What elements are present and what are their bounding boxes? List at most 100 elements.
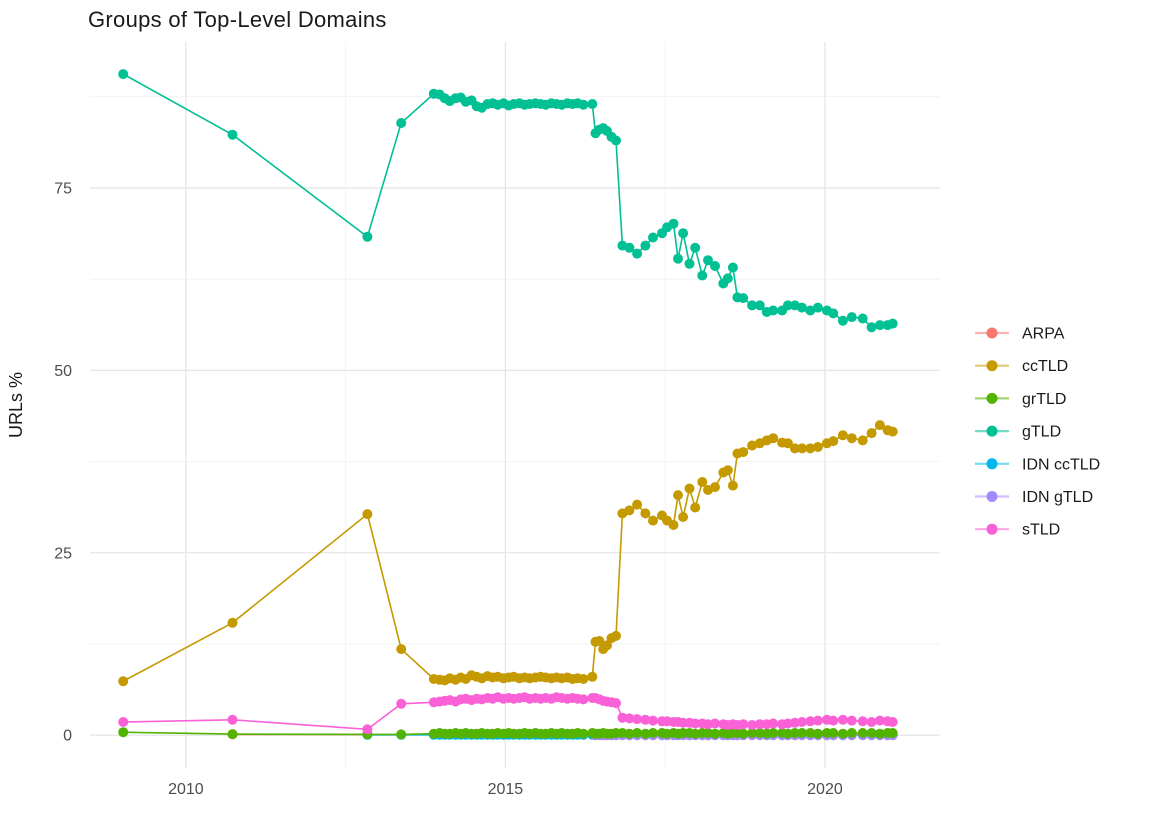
data-point-gtld (747, 300, 758, 311)
legend-item-idn-cctld: IDN ccTLD (975, 456, 1100, 473)
data-point-cctld (874, 420, 885, 431)
data-point-stld (362, 724, 373, 735)
data-point-cctld (668, 520, 679, 530)
x-tick-label: 2010 (168, 781, 204, 798)
data-point-grtld (866, 728, 877, 738)
data-point-gtld (866, 322, 877, 333)
data-point-gtld (396, 118, 407, 128)
data-point-cctld (678, 512, 689, 522)
data-point-gtld (768, 305, 779, 316)
data-point-grtld (797, 728, 807, 738)
legend-dot-swatch (986, 392, 998, 404)
data-point-stld (578, 694, 589, 705)
y-tick-label: 75 (54, 180, 72, 197)
data-point-gtld (362, 231, 373, 242)
y-tick-label: 50 (54, 363, 72, 380)
data-point-gtld (828, 308, 839, 319)
series-cctld (118, 420, 898, 687)
legend-dot-swatch (986, 327, 998, 339)
data-point-stld (632, 714, 643, 725)
data-point-stld (846, 715, 857, 726)
data-point-gtld (887, 318, 898, 329)
data-point-cctld (789, 443, 800, 454)
data-point-stld (754, 719, 765, 730)
data-point-stld (866, 717, 877, 727)
data-point-cctld (118, 676, 129, 687)
data-point-cctld (602, 640, 612, 651)
legend-item-stld: sTLD (975, 522, 1060, 539)
data-point-gtld (727, 262, 738, 273)
data-point-stld (828, 715, 839, 726)
data-point-grtld (227, 729, 238, 740)
data-point-gtld (782, 300, 793, 311)
series-gtld (118, 69, 898, 333)
legend-item-arpa: ARPA (975, 326, 1065, 343)
data-point-grtld (640, 728, 651, 739)
data-point-stld (837, 714, 848, 725)
y-tick-label: 25 (54, 545, 72, 562)
legend-dot-swatch (986, 360, 998, 372)
data-point-grtld (710, 728, 720, 739)
data-point-cctld (812, 442, 823, 452)
data-point-stld (768, 718, 779, 729)
data-point-stld (857, 716, 868, 727)
data-point-stld (887, 717, 898, 727)
data-point-grtld (648, 728, 658, 738)
data-point-grtld (874, 728, 885, 739)
data-point-gtld (837, 315, 848, 326)
data-point-cctld (697, 477, 708, 487)
data-point-gtld (812, 302, 823, 313)
data-point-stld (640, 714, 651, 725)
data-point-cctld (227, 617, 238, 628)
data-point-grtld (837, 728, 848, 739)
data-point-grtld (396, 729, 407, 740)
series-stld (118, 692, 898, 735)
data-point-stld (648, 715, 658, 726)
legend-label: ccTLD (1022, 358, 1068, 375)
axis-layer: 0 25 50 75 2010 2015 2020 (54, 180, 843, 798)
series-layer (118, 69, 898, 741)
data-point-grtld (738, 728, 749, 739)
legend-item-gtld: gTLD (975, 424, 1061, 441)
data-point-stld (805, 716, 816, 727)
data-point-cctld (648, 515, 658, 526)
data-point-grtld (812, 728, 823, 739)
data-point-cctld (362, 509, 373, 520)
data-point-gtld (684, 258, 695, 269)
data-point-gtld (738, 293, 749, 304)
data-point-cctld (805, 443, 816, 454)
data-point-gtld (722, 273, 733, 284)
data-point-stld (874, 715, 885, 726)
legend-label: gTLD (1022, 424, 1061, 441)
data-point-gtld (703, 255, 713, 266)
data-point-grtld (789, 728, 800, 738)
data-point-cctld (673, 490, 683, 501)
data-point-cctld (611, 630, 621, 641)
data-point-gtld (587, 99, 598, 109)
legend-label: IDN ccTLD (1022, 456, 1100, 473)
data-point-stld (738, 719, 749, 730)
x-tick-label: 2020 (807, 781, 843, 798)
data-point-grtld (624, 728, 635, 739)
data-point-gtld (797, 302, 807, 313)
data-point-gtld (632, 248, 643, 259)
data-point-cctld (768, 433, 779, 444)
data-point-gtld (578, 99, 589, 110)
data-point-gtld (624, 242, 635, 253)
legend-dot-swatch (986, 491, 998, 502)
legend-label: grTLD (1022, 391, 1066, 408)
data-point-cctld (587, 671, 598, 682)
data-point-grtld (768, 728, 779, 738)
data-point-stld (797, 717, 807, 727)
data-point-cctld (846, 433, 857, 444)
data-point-stld (710, 718, 720, 729)
legend-item-cctld: ccTLD (975, 358, 1068, 375)
data-point-gtld (805, 305, 816, 316)
data-point-grtld (118, 727, 129, 738)
data-point-cctld (747, 440, 758, 451)
data-point-gtld (611, 135, 621, 146)
series-line-gtld (122, 73, 893, 329)
data-point-grtld (887, 728, 898, 738)
y-tick-label: 0 (63, 728, 72, 745)
